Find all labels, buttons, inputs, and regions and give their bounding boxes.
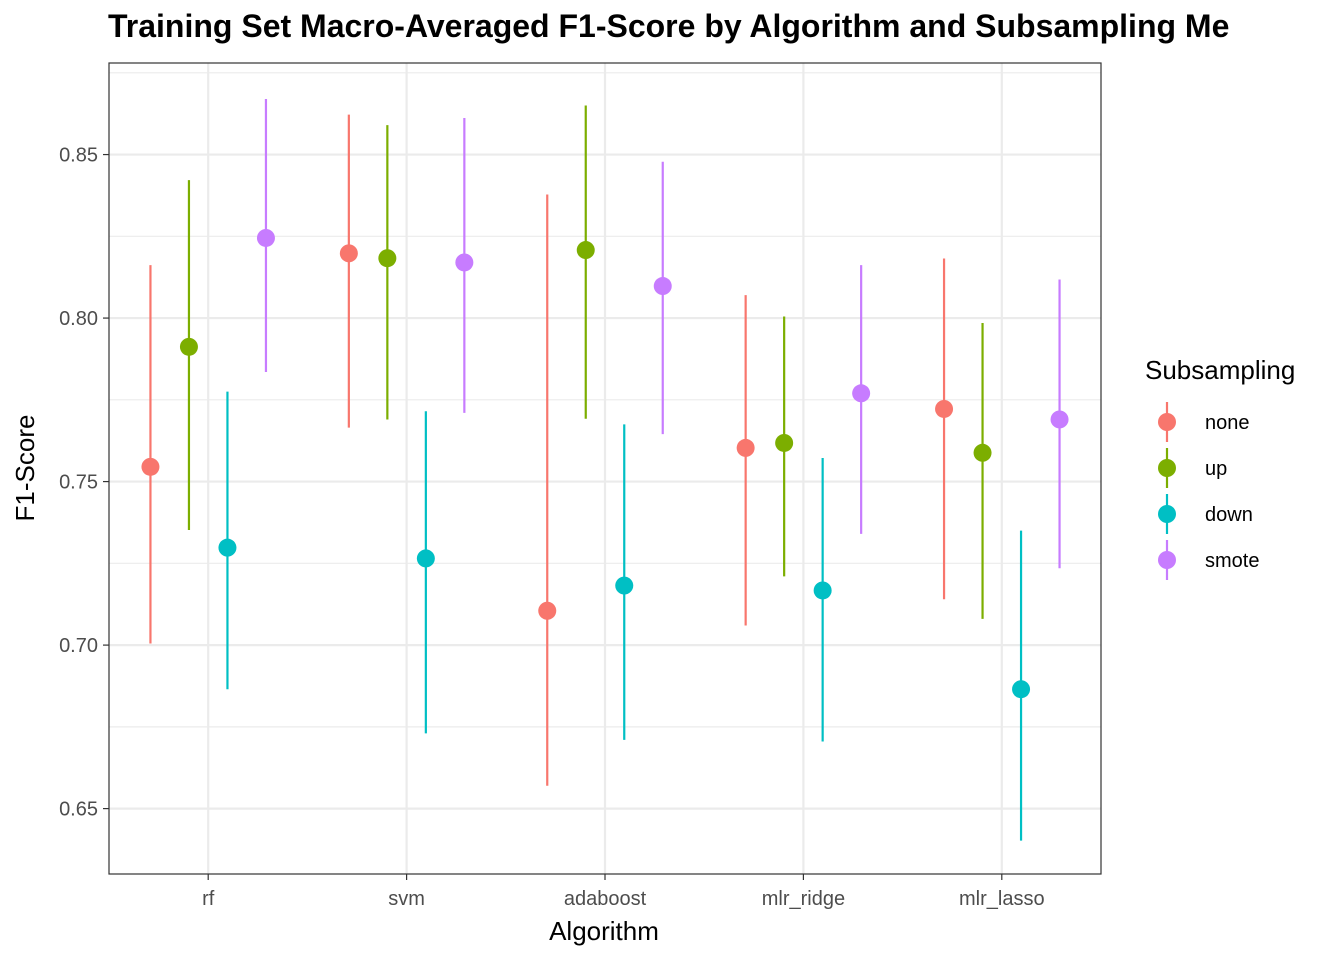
y-tick-label: 0.85	[59, 145, 98, 167]
legend-label-up: up	[1205, 458, 1227, 480]
y-tick-label: 0.65	[59, 799, 98, 821]
grid-layer	[109, 63, 1101, 874]
point-smote-mlr_lasso	[1050, 410, 1069, 429]
point-down-svm	[416, 549, 435, 568]
legend-key-point-none	[1158, 413, 1176, 431]
point-none-mlr_lasso	[935, 399, 954, 418]
y-tick-label: 0.80	[59, 308, 98, 330]
point-smote-mlr_ridge	[852, 384, 871, 403]
legend-key-point-up	[1158, 459, 1176, 477]
point-smote-svm	[455, 253, 474, 272]
point-smote-adaboost	[653, 277, 672, 296]
x-tick-label: adaboost	[564, 888, 647, 910]
legend-key-point-smote	[1158, 551, 1176, 569]
legend: Subsampling none up down smote	[1145, 355, 1295, 580]
legend-key-point-down	[1158, 505, 1176, 523]
legend-label-smote: smote	[1205, 550, 1259, 572]
point-down-mlr_ridge	[813, 581, 832, 600]
y-tick-label: 0.75	[59, 472, 98, 494]
data-marks	[141, 98, 1069, 841]
y-axis-title: F1-Score	[10, 415, 40, 522]
x-axis-title: Algorithm	[549, 916, 659, 946]
point-smote-rf	[256, 228, 275, 247]
point-down-mlr_lasso	[1012, 680, 1031, 699]
point-down-adaboost	[615, 576, 634, 595]
point-none-mlr_ridge	[736, 438, 755, 457]
point-up-svm	[378, 249, 397, 268]
x-tick-label: svm	[388, 888, 425, 910]
point-up-adaboost	[576, 241, 595, 260]
point-up-mlr_ridge	[775, 433, 794, 452]
point-none-svm	[339, 244, 358, 263]
x-tick-label: mlr_lasso	[959, 888, 1045, 910]
point-none-adaboost	[538, 601, 557, 620]
legend-label-none: none	[1205, 412, 1250, 434]
point-up-mlr_lasso	[973, 443, 992, 462]
axis-layer: 0.65 0.70 0.75 0.80 0.85 rf svm adaboost mlr_rid…	[59, 145, 1045, 910]
point-up-rf	[179, 337, 198, 356]
chart-title: Training Set Macro-Averaged F1-Score by …	[108, 8, 1230, 44]
legend-title: Subsampling	[1145, 355, 1295, 385]
legend-label-down: down	[1205, 504, 1253, 526]
x-tick-label: rf	[202, 888, 215, 910]
x-tick-label: mlr_ridge	[762, 888, 845, 910]
y-tick-label: 0.70	[59, 635, 98, 657]
point-none-rf	[141, 457, 160, 476]
point-down-rf	[218, 538, 237, 557]
